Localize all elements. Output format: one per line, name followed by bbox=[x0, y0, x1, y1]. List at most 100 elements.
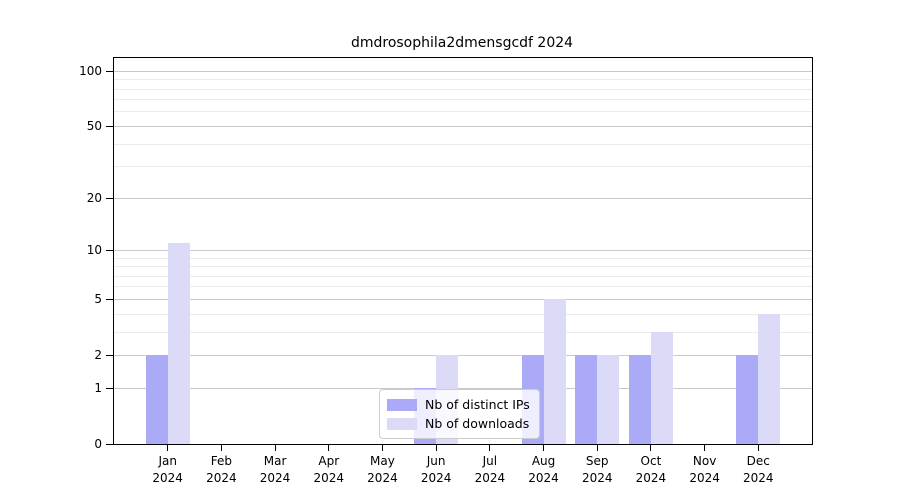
legend-item: Nb of downloads bbox=[387, 414, 530, 433]
x-axis-month-label: Sep bbox=[585, 454, 609, 468]
y-axis-tick-label: 0 bbox=[94, 437, 102, 451]
x-axis-tick-label: Nov 2024 bbox=[677, 453, 733, 487]
x-axis-month-label: Nov bbox=[692, 454, 717, 468]
x-axis-month-label: Aug bbox=[531, 454, 556, 468]
legend-swatch-distinct-ips bbox=[387, 398, 417, 411]
gridline-minor bbox=[114, 275, 812, 277]
y-axis-tick-label: 100 bbox=[79, 64, 102, 79]
y-axis-tick-label: 20 bbox=[86, 191, 102, 206]
x-axis-tick bbox=[220, 445, 222, 451]
x-axis-year-label: 2024 bbox=[420, 471, 452, 485]
x-axis-month-label: May bbox=[370, 454, 395, 468]
y-axis-tick-label: 2 bbox=[94, 348, 102, 363]
x-axis-year-label: 2024 bbox=[152, 471, 183, 485]
x-axis-tick-label: Aug 2024 bbox=[516, 453, 572, 487]
x-axis-tick-label: Feb 2024 bbox=[193, 453, 249, 487]
x-axis-tick-label: Oct 2024 bbox=[623, 453, 679, 487]
y-axis-tick bbox=[106, 249, 113, 251]
x-axis-tick-label: Mar 2024 bbox=[247, 453, 303, 487]
x-axis-month-label: Jan bbox=[158, 454, 177, 468]
x-axis-month-label: Dec bbox=[746, 454, 770, 468]
y-axis-tick bbox=[106, 197, 113, 199]
x-axis-month-label: Mar bbox=[263, 454, 287, 468]
x-axis-tick bbox=[596, 445, 598, 451]
bar-downloads bbox=[167, 243, 190, 444]
x-axis-year-label: 2024 bbox=[206, 471, 237, 485]
x-axis-year-label: 2024 bbox=[259, 471, 291, 485]
x-axis-tick bbox=[274, 445, 276, 451]
x-axis-tick-label: Apr 2024 bbox=[301, 453, 357, 487]
chart-title: dmdrosophila2dmensgcdf 2024 bbox=[350, 35, 574, 51]
bar-downloads bbox=[650, 332, 673, 444]
x-axis-tick bbox=[704, 445, 706, 451]
x-axis-tick-label: Jun 2024 bbox=[408, 453, 464, 487]
y-axis-tick-label: 50 bbox=[86, 119, 102, 134]
x-axis-tick bbox=[757, 445, 759, 451]
gridline-minor bbox=[114, 143, 812, 145]
y-axis-tick bbox=[106, 354, 113, 356]
x-axis-year-label: 2024 bbox=[581, 471, 613, 485]
x-axis-year-label: 2024 bbox=[635, 471, 667, 485]
x-axis-year-label: 2024 bbox=[313, 471, 345, 485]
x-axis-year-label: 2024 bbox=[528, 471, 559, 485]
bar-distinct-ips bbox=[145, 355, 168, 444]
gridline-major bbox=[114, 70, 812, 72]
x-axis-tick-label: May 2024 bbox=[354, 453, 410, 487]
y-axis-tick bbox=[106, 70, 113, 72]
x-axis-year-label: 2024 bbox=[689, 471, 720, 485]
x-axis-tick bbox=[328, 445, 330, 451]
y-axis-tick bbox=[106, 125, 113, 127]
gridline-minor bbox=[114, 79, 812, 81]
gridline-minor bbox=[114, 111, 812, 113]
gridline-minor bbox=[114, 88, 812, 90]
bar-downloads bbox=[758, 314, 781, 444]
legend-label: Nb of downloads bbox=[425, 416, 530, 431]
x-axis-year-label: 2024 bbox=[367, 471, 398, 485]
legend-item: Nb of distinct IPs bbox=[387, 395, 530, 414]
y-axis-tick bbox=[106, 387, 113, 389]
gridline-major bbox=[114, 249, 812, 251]
x-axis-tick bbox=[543, 445, 545, 451]
x-axis-year-label: 2024 bbox=[743, 471, 774, 485]
legend-swatch-downloads bbox=[387, 417, 417, 430]
gridline-minor bbox=[114, 257, 812, 259]
x-axis-month-label: Jul bbox=[482, 454, 498, 468]
plot-area: 0 1 2 5 10 20 50 100 Jan 2024 Feb 2024 Mar 2024 Apr 202… bbox=[79, 57, 813, 485]
y-axis-tick-label: 10 bbox=[86, 243, 102, 258]
gridline-minor bbox=[114, 313, 812, 315]
gridline-major bbox=[114, 298, 812, 300]
y-axis-tick bbox=[106, 298, 113, 300]
bar-downloads bbox=[597, 355, 620, 444]
x-axis-tick-label: Jul 2024 bbox=[462, 453, 518, 487]
x-axis-month-label: Feb bbox=[210, 454, 232, 468]
x-axis-month-label: Oct bbox=[640, 454, 662, 468]
bar-distinct-ips bbox=[628, 355, 651, 444]
legend-label: Nb of distinct IPs bbox=[425, 397, 530, 412]
x-axis-tick bbox=[489, 445, 491, 451]
gridline-major bbox=[114, 387, 812, 389]
x-axis-tick-label: Jan 2024 bbox=[140, 453, 196, 487]
bar-distinct-ips bbox=[736, 355, 759, 444]
gridline-minor bbox=[114, 166, 812, 168]
gridline-major bbox=[114, 125, 812, 127]
x-axis-month-label: Jun bbox=[426, 454, 446, 468]
gridline-major bbox=[114, 354, 812, 356]
y-axis-tick-label: 5 bbox=[94, 292, 102, 307]
x-axis-month-label: Apr bbox=[318, 454, 340, 468]
x-axis-tick-label: Dec 2024 bbox=[730, 453, 786, 487]
x-axis-tick bbox=[381, 445, 383, 451]
gridline-major bbox=[114, 197, 812, 199]
x-axis-tick bbox=[435, 445, 437, 451]
x-axis-tick bbox=[167, 445, 169, 451]
y-axis-tick-label: 1 bbox=[94, 381, 102, 396]
gridline-minor bbox=[114, 266, 812, 268]
gridline-minor bbox=[114, 286, 812, 288]
bar-distinct-ips bbox=[575, 355, 598, 444]
x-axis-year-label: 2024 bbox=[474, 471, 506, 485]
x-axis-tick-label: Sep 2024 bbox=[569, 453, 625, 487]
bar-downloads bbox=[543, 299, 566, 444]
legend: Nb of distinct IPs Nb of downloads bbox=[379, 389, 540, 439]
gridline-minor bbox=[114, 331, 812, 333]
gridline-minor bbox=[114, 99, 812, 101]
